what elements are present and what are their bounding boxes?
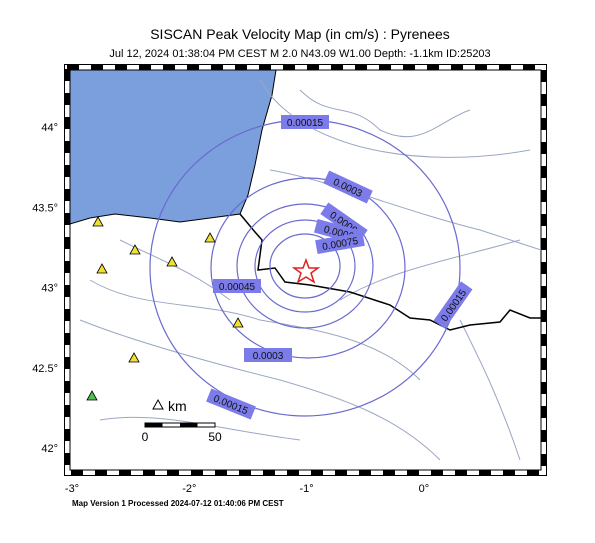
title: SISCAN Peak Velocity Map (in cm/s) : Pyr… — [150, 26, 450, 42]
lon-tick-label: 0° — [419, 483, 430, 495]
lon-tick-label: -2° — [182, 483, 196, 495]
lon-tick-label: -3° — [65, 483, 79, 495]
lon-tick-label: -1° — [300, 483, 314, 495]
contour-label-box — [213, 279, 261, 293]
contour-label-box — [206, 388, 256, 420]
contour-label-box — [323, 170, 373, 204]
map: km 0 50 — [64, 64, 547, 476]
contour-label: 0.00045 — [213, 279, 261, 293]
stations — [86, 216, 244, 401]
scale-end: 50 — [208, 430, 222, 444]
frame-outline — [64, 64, 547, 476]
contour-label-box — [315, 231, 365, 255]
contour-label: 0.0003 — [244, 348, 292, 362]
scale-unit: km — [168, 398, 187, 414]
lat-tick-label: 43.5° — [32, 202, 58, 214]
scale-start: 0 — [142, 430, 149, 444]
lat-tick-label: 44° — [41, 122, 58, 134]
contour-label-text: 0.00045 — [219, 282, 256, 293]
contour-label-text: 0.00015 — [287, 118, 324, 129]
contour-label-box — [433, 281, 473, 329]
frame-border — [64, 64, 547, 476]
scale-icon — [152, 398, 164, 410]
contour-label-box — [244, 348, 292, 362]
subtitle: Jul 12, 2024 01:38:04 PM CEST M 2.0 N43.… — [109, 48, 490, 60]
lat-tick-label: 42.5° — [32, 363, 58, 375]
lat-tick-label: 42° — [41, 443, 58, 455]
border — [239, 213, 541, 331]
sea — [69, 69, 277, 225]
contour-label-text: 0.0003 — [253, 351, 284, 362]
contour-label: 0.00015 — [281, 115, 329, 129]
footer: Map Version 1 Processed 2024-07-12 01:40… — [72, 499, 284, 508]
contour-label-box — [281, 115, 329, 129]
scale-fill — [145, 423, 198, 427]
epicenter — [291, 257, 321, 284]
lat-tick-label: 43° — [41, 283, 58, 295]
